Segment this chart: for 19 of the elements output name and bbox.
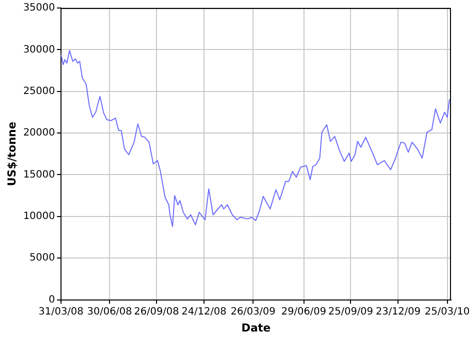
x-tick-label: 23/12/09 [376, 306, 421, 318]
y-tick-label: 35000 [23, 2, 56, 14]
x-tick-label: 26/03/09 [230, 306, 276, 318]
x-tick-label: 25/09/09 [328, 306, 374, 318]
y-tick-label: 5000 [30, 252, 56, 264]
y-axis-title: US$/tonne [5, 122, 18, 186]
x-tick-label: 31/03/08 [38, 306, 84, 318]
x-tick-label: 26/09/08 [134, 306, 179, 318]
y-tick-label: 15000 [23, 169, 56, 180]
y-tick-label: 25000 [23, 86, 56, 97]
x-tick-label: 25/03/10 [424, 306, 470, 318]
x-tick-label: 24/12/08 [182, 306, 226, 318]
x-tick-label: 29/06/09 [281, 306, 326, 318]
y-tick-label: 30000 [23, 44, 56, 56]
x-axis-title: Date [241, 321, 271, 334]
y-tick-label: 10000 [23, 211, 56, 222]
y-tick-label: 20000 [23, 128, 56, 139]
x-tick-label: 30/06/08 [87, 306, 132, 318]
y-tick-label: 0 [48, 294, 56, 306]
